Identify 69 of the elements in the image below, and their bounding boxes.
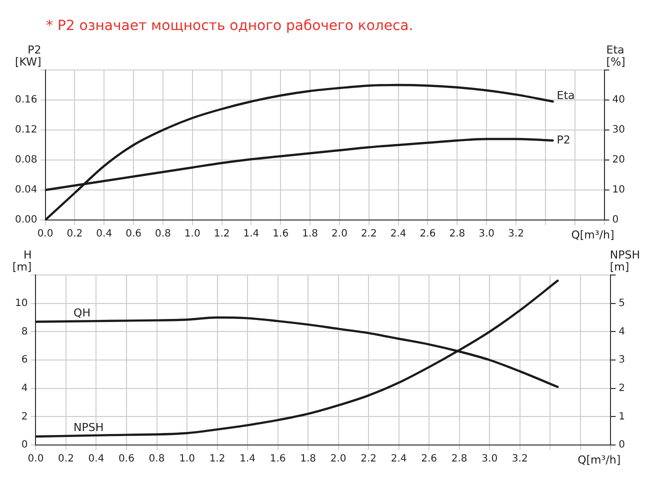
series-label: Eta <box>556 88 575 102</box>
y2-tick-label: 10 <box>612 184 626 196</box>
series-label: QH <box>74 306 90 320</box>
x-tick-label: 3.2 <box>508 228 524 240</box>
y-tick-label: 2 <box>21 411 28 422</box>
y2-tick-label: 30 <box>612 124 626 136</box>
x-tick-label: 2.6 <box>421 454 438 465</box>
y-tick-label: 8 <box>21 326 28 338</box>
y-tick-label: 0.00 <box>15 214 38 226</box>
line-series <box>45 84 554 220</box>
x-tick-label: 1.8 <box>300 454 316 465</box>
x-tick-label: 1.2 <box>214 228 230 240</box>
x-tick-label: 2.6 <box>420 228 436 240</box>
x-tick-label: 0.4 <box>88 454 104 465</box>
x-tick-label: 0.8 <box>148 454 165 465</box>
x-tick-label: 2.8 <box>449 228 466 240</box>
x-tick-label: 1.6 <box>270 454 286 465</box>
x-tick-label: 0.0 <box>37 228 54 240</box>
y2-tick-label: 0 <box>618 440 626 451</box>
y-tick-label: 0.04 <box>15 184 38 196</box>
y2-tick-label: 0 <box>612 214 619 226</box>
y2-axis-title: NPSH [m] <box>610 248 640 274</box>
y-tick-label: 0.16 <box>15 94 38 106</box>
y2-tick-label: 5 <box>618 298 626 309</box>
x-tick-label: 0.6 <box>118 454 134 465</box>
line-series <box>36 280 559 438</box>
x-tick-label: 2.0 <box>332 228 348 240</box>
y2-tick-label: 1 <box>618 411 626 422</box>
y-tick-label: 4 <box>21 382 28 394</box>
y-tick-label: 0 <box>21 440 28 451</box>
x-tick-label: 2.0 <box>330 454 346 465</box>
y-axis-title: P2 [KW] <box>14 43 42 68</box>
y2-tick-label: 40 <box>612 94 626 106</box>
x-tick-label: 1.4 <box>243 228 260 240</box>
y2-tick-label: 20 <box>612 154 626 166</box>
y2-tick-label: 4 <box>618 326 626 338</box>
x-tick-label: 0.6 <box>126 228 142 240</box>
y-tick-label: 10 <box>14 298 28 309</box>
x-tick-label: 2.8 <box>451 454 468 465</box>
series-label: NPSH <box>74 421 104 434</box>
y2-tick-label: 3 <box>618 354 626 366</box>
x-tick-label: 3.2 <box>512 454 528 465</box>
x-tick-label: 1.0 <box>184 228 200 240</box>
y-tick-label: 6 <box>21 354 28 366</box>
y-axis-title: H [m] <box>12 248 32 274</box>
x-tick-label: 2.4 <box>390 454 407 465</box>
x-tick-label: 1.6 <box>272 228 289 240</box>
x-tick-label: 1.4 <box>240 454 256 465</box>
x-axis-title: Q[m³/h] <box>571 228 614 242</box>
x-tick-label: 0.0 <box>28 454 44 465</box>
y2-axis-title: Eta [%] <box>606 43 626 68</box>
series-label: P2 <box>556 133 570 146</box>
x-tick-label: 2.2 <box>360 228 377 240</box>
x-tick-label: 0.8 <box>155 228 171 240</box>
chart-title: * P2 означает мощность одного рабочего колеса. <box>45 17 414 36</box>
x-tick-label: 0.2 <box>66 228 83 240</box>
x-tick-label: 0.4 <box>96 228 112 240</box>
x-tick-label: 0.2 <box>58 454 74 465</box>
x-tick-label: 1.0 <box>179 454 195 465</box>
x-tick-label: 2.2 <box>360 454 377 465</box>
y2-tick-label: 2 <box>618 382 626 394</box>
x-tick-label: 1.2 <box>209 454 226 465</box>
x-tick-label: 3.0 <box>482 454 498 465</box>
y-tick-label: 0.12 <box>15 124 38 136</box>
x-tick-label: 1.8 <box>302 228 318 240</box>
x-tick-label: 3.0 <box>478 228 495 240</box>
y-tick-label: 0.08 <box>15 154 38 166</box>
x-axis-title: Q[m³/h] <box>578 453 621 466</box>
x-tick-label: 2.4 <box>390 228 406 240</box>
